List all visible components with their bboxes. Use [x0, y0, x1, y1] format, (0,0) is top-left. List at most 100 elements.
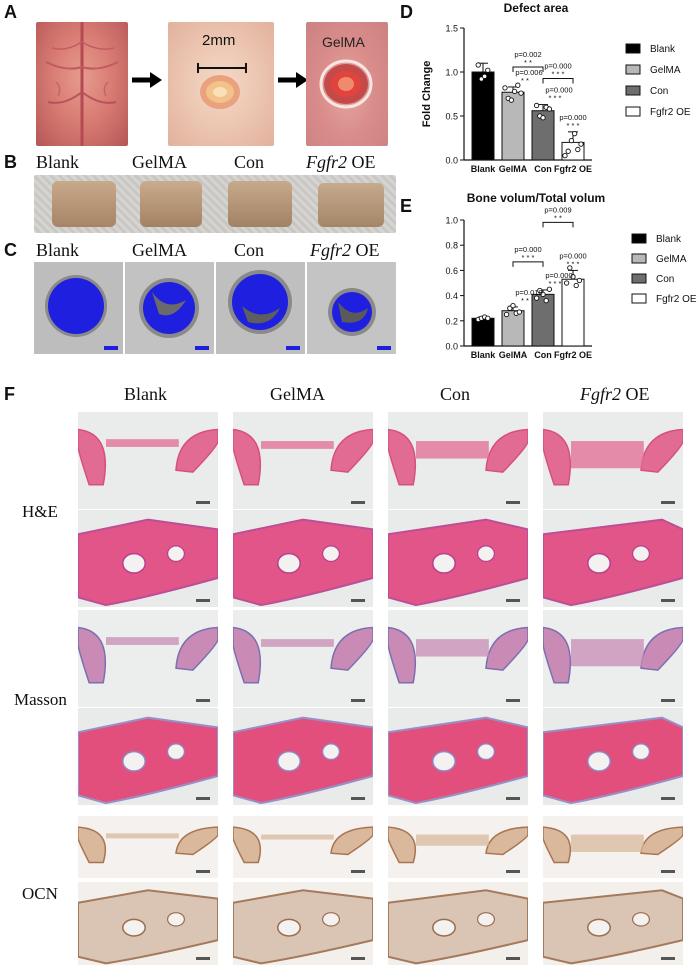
- panel-c-label-blank: Blank: [36, 240, 79, 260]
- bracket-significance: * * *: [552, 70, 565, 79]
- histology-drawing: [388, 518, 528, 607]
- data-point: [533, 295, 540, 301]
- histology-drawing: [543, 889, 683, 965]
- data-point: [546, 106, 553, 112]
- legend-swatch: [631, 253, 647, 264]
- y-tick-label: 0.0: [445, 342, 458, 352]
- defect-photo: 2mm: [168, 22, 274, 146]
- marrow-cavity: [432, 750, 456, 772]
- scale-bar: [196, 957, 210, 960]
- legend-swatch: [625, 106, 641, 117]
- histology-image-ms-high-1: [233, 708, 373, 805]
- tissue-right: [640, 626, 683, 671]
- y-axis-label: Fold Change: [421, 61, 433, 128]
- tissue-right: [640, 826, 683, 856]
- tissue-left: [388, 428, 417, 486]
- marrow-cavity: [166, 912, 185, 927]
- panel-letter-c: C: [4, 240, 17, 260]
- scale-bar: [661, 599, 675, 602]
- marrow-cavity: [277, 552, 301, 574]
- histology-drawing: [543, 626, 683, 702]
- panel-letter-b: B: [4, 152, 17, 172]
- data-point: [503, 311, 510, 318]
- bar-significance: * * *: [549, 279, 562, 288]
- tissue-right: [485, 826, 528, 856]
- tissue-section: [388, 518, 528, 607]
- bar-p-value: p=0.010: [515, 288, 542, 297]
- panel-letter-d: D: [400, 2, 413, 22]
- y-tick-label: 0.6: [445, 266, 458, 276]
- histology-grid: [78, 412, 690, 965]
- bar-3: [561, 278, 585, 347]
- histology-image-ms-low-3: [543, 610, 683, 707]
- tissue-section: [543, 518, 683, 607]
- marrow-cavity: [432, 918, 456, 937]
- skull-photo: [36, 22, 128, 146]
- scale-bar: [196, 797, 210, 800]
- panel-letter-a: A: [4, 2, 17, 22]
- histology-image-ms-low-2: [388, 610, 528, 707]
- tissue-right: [330, 428, 373, 473]
- row-label-ocn: OCN: [22, 884, 58, 903]
- scale-bar: [351, 599, 365, 602]
- row-label-masson: Masson: [14, 690, 67, 709]
- histology-image-he-high-1: [233, 510, 373, 607]
- histology-drawing: [388, 889, 528, 965]
- specimen-con: [228, 181, 292, 227]
- scale-bar: [661, 797, 675, 800]
- legend-label: Blank: [650, 44, 676, 55]
- histology-drawing: [233, 428, 373, 504]
- tissue-left: [233, 826, 262, 864]
- tissue-left: [78, 626, 107, 684]
- scale-bar: [351, 870, 365, 873]
- histology-drawing: [78, 716, 218, 805]
- histology-drawing: [78, 826, 218, 873]
- comparison-bracket: [542, 221, 574, 228]
- scale-bar: [351, 957, 365, 960]
- histology-drawing: [233, 518, 373, 607]
- tissue-bridge: [106, 833, 179, 839]
- y-tick-label: 0.8: [445, 241, 458, 251]
- col-label-gelma: GelMA: [270, 384, 325, 404]
- marrow-cavity: [432, 552, 456, 574]
- gelma-label: GelMA: [322, 34, 365, 50]
- histology-drawing: [543, 518, 683, 607]
- marrow-cavity: [587, 918, 611, 937]
- specimen-blank: [52, 181, 116, 227]
- data-point: [508, 97, 515, 103]
- bar-2: [531, 293, 555, 347]
- histology-drawing: [543, 826, 683, 873]
- bar-p-value: p=0.000: [545, 86, 572, 95]
- data-point: [578, 141, 584, 147]
- tissue-right: [175, 826, 218, 856]
- panel-b-label-blank: Blank: [36, 152, 79, 172]
- panel-c-label-fgfr2: Fgfr2 OE: [310, 240, 380, 260]
- data-point: [515, 82, 521, 88]
- histology-image-he-low-1: [233, 412, 373, 509]
- bar-1: [501, 91, 525, 161]
- tissue-left: [543, 626, 572, 684]
- x-tick-label: Con: [534, 164, 552, 174]
- tissue-left: [388, 826, 417, 864]
- gelma-photo: GelMA: [306, 22, 388, 146]
- bracket-p-value: p=0.000: [514, 245, 541, 254]
- scale-bar: [506, 699, 520, 702]
- panel-b-label-gelma: GelMA: [132, 152, 187, 172]
- tissue-right: [330, 826, 373, 856]
- tissue-bridge: [416, 441, 489, 459]
- data-point: [537, 287, 543, 294]
- legend-label: Blank: [656, 234, 682, 245]
- histology-image-he-low-3: [543, 412, 683, 509]
- marrow-cavity: [277, 750, 301, 772]
- tissue-right: [485, 626, 528, 671]
- marrow-cavity: [321, 545, 340, 563]
- histology-image-he-low-2: [388, 412, 528, 509]
- data-point: [510, 303, 516, 309]
- tissue-left: [543, 428, 572, 486]
- data-point: [565, 148, 571, 154]
- bar-0: [471, 317, 495, 347]
- panel-c-label-gelma: GelMA: [132, 240, 187, 260]
- arrow-right-icon: [132, 72, 162, 88]
- scale-bar: [506, 599, 520, 602]
- tissue-bridge: [106, 439, 179, 447]
